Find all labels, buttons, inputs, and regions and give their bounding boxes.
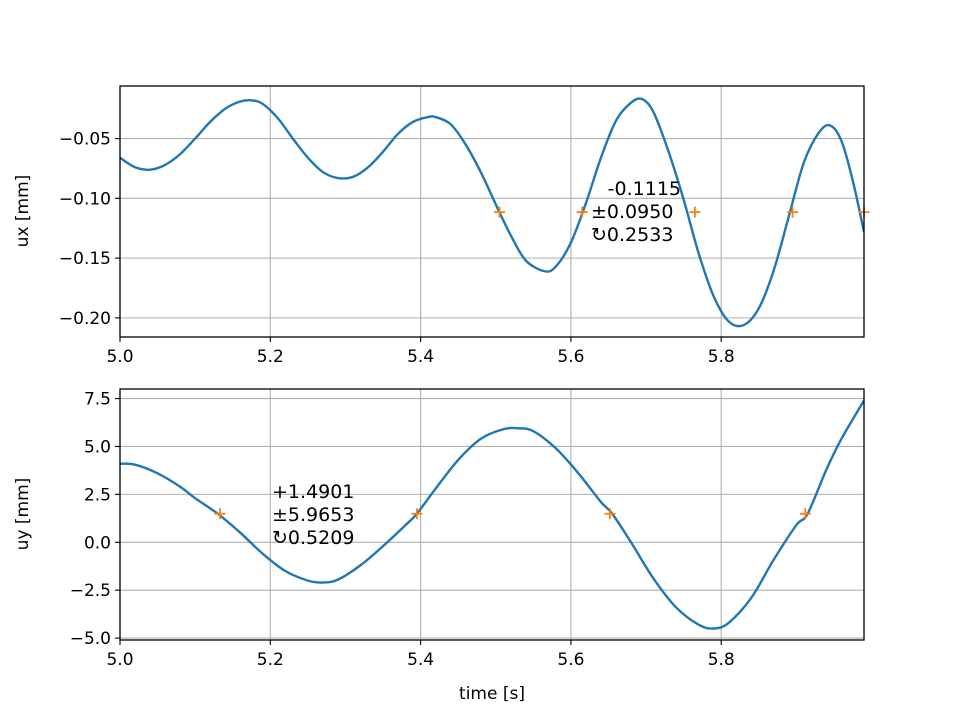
y-axis-label: uy [mm] <box>13 478 33 551</box>
stats-annotation: +1.4901 ±5.9653 ↻0.5209 <box>272 481 354 549</box>
x-tick-label: 5.0 <box>106 650 133 670</box>
crossing-marker <box>689 206 701 218</box>
x-axis-label: time [s] <box>459 684 525 704</box>
annotation-line: +1.4901 <box>272 481 354 503</box>
subplot-uy: 5.0 5.2 5.4 5.6 5.8 7.5 5.0 2.5 0.0 −2.5 −5.0 +1.4… <box>13 388 865 704</box>
crossing-marker <box>604 508 616 520</box>
y-tick-label: −0.10 <box>59 189 111 209</box>
subplot-ux: 5.0 5.2 5.4 5.6 5.8 −0.05 −0.10 −0.15 −0.20 -0.1… <box>13 85 870 367</box>
y-axis-label: ux [mm] <box>13 175 33 248</box>
x-tick-label: 5.2 <box>257 347 284 367</box>
y-tick-label: 5.0 <box>84 437 111 457</box>
y-tick-label: 0.0 <box>84 533 111 553</box>
x-tick-label: 5.6 <box>557 347 584 367</box>
x-tick-label: 5.0 <box>106 347 133 367</box>
y-tick-label: −5.0 <box>70 629 111 649</box>
x-tick-label: 5.4 <box>407 650 434 670</box>
x-tick-label: 5.8 <box>708 347 735 367</box>
x-tick-label: 5.6 <box>557 650 584 670</box>
x-tick-label: 5.2 <box>257 650 284 670</box>
annotation-line: -0.1115 <box>608 178 681 200</box>
crossing-marker <box>576 206 588 218</box>
y-tick-label: 2.5 <box>84 485 111 505</box>
y-tick-label: −0.05 <box>59 130 111 150</box>
axes-frame <box>119 388 865 641</box>
annotation-line: ±0.0950 <box>591 201 673 223</box>
crossing-marker <box>787 206 799 218</box>
crossing-marker <box>494 206 506 218</box>
x-tick-label: 5.8 <box>708 650 735 670</box>
y-tick-label: −0.15 <box>59 249 111 269</box>
y-tick-label: −2.5 <box>70 581 111 601</box>
axes-frame <box>119 85 865 338</box>
crossing-marker <box>799 508 811 520</box>
series-line <box>120 399 864 630</box>
x-tick-label: 5.4 <box>407 347 434 367</box>
series-line <box>120 97 864 328</box>
annotation-line: ↻0.5209 <box>272 527 354 549</box>
stats-annotation: -0.1115 ±0.0950 ↻0.2533 <box>591 178 681 246</box>
crossing-marker <box>214 508 226 520</box>
annotation-line: ↻0.2533 <box>591 224 673 246</box>
y-tick-label: −0.20 <box>59 309 111 329</box>
y-tick-label: 7.5 <box>84 390 111 410</box>
crossing-marker <box>411 508 423 520</box>
annotation-line: ±5.9653 <box>272 504 354 526</box>
